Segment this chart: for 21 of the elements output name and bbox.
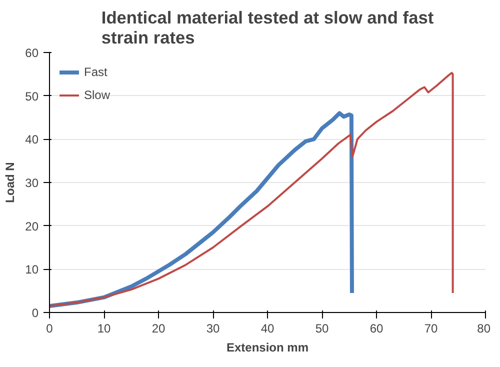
y-tick-label: 50	[25, 89, 39, 104]
y-tick-label: 10	[25, 262, 39, 277]
y-tick-label: 40	[25, 132, 39, 147]
x-axis-title: Extension mm	[226, 340, 309, 354]
legend-label: Slow	[84, 88, 110, 102]
x-tick-label: 20	[152, 322, 166, 336]
x-tick-label: 10	[97, 322, 111, 336]
legend-label: Fast	[84, 65, 108, 79]
x-tick-label: 80	[477, 322, 491, 336]
chart-title: Identical material tested at slow and fast strain rates	[101, 8, 434, 48]
x-tick-label: 40	[260, 322, 274, 336]
x-tick-label: 60	[370, 322, 384, 336]
y-tick-label: 20	[25, 219, 39, 234]
x-tick-label: 50	[315, 322, 329, 336]
x-tick-label: 30	[206, 322, 220, 336]
x-tick-label: 70	[424, 322, 438, 336]
y-tick-label: 60	[25, 46, 39, 60]
x-tick-label: 0	[46, 322, 54, 336]
y-tick-label: 0	[32, 306, 39, 320]
y-axis-title: Load N	[3, 162, 18, 203]
y-tick-label: 30	[25, 176, 39, 190]
